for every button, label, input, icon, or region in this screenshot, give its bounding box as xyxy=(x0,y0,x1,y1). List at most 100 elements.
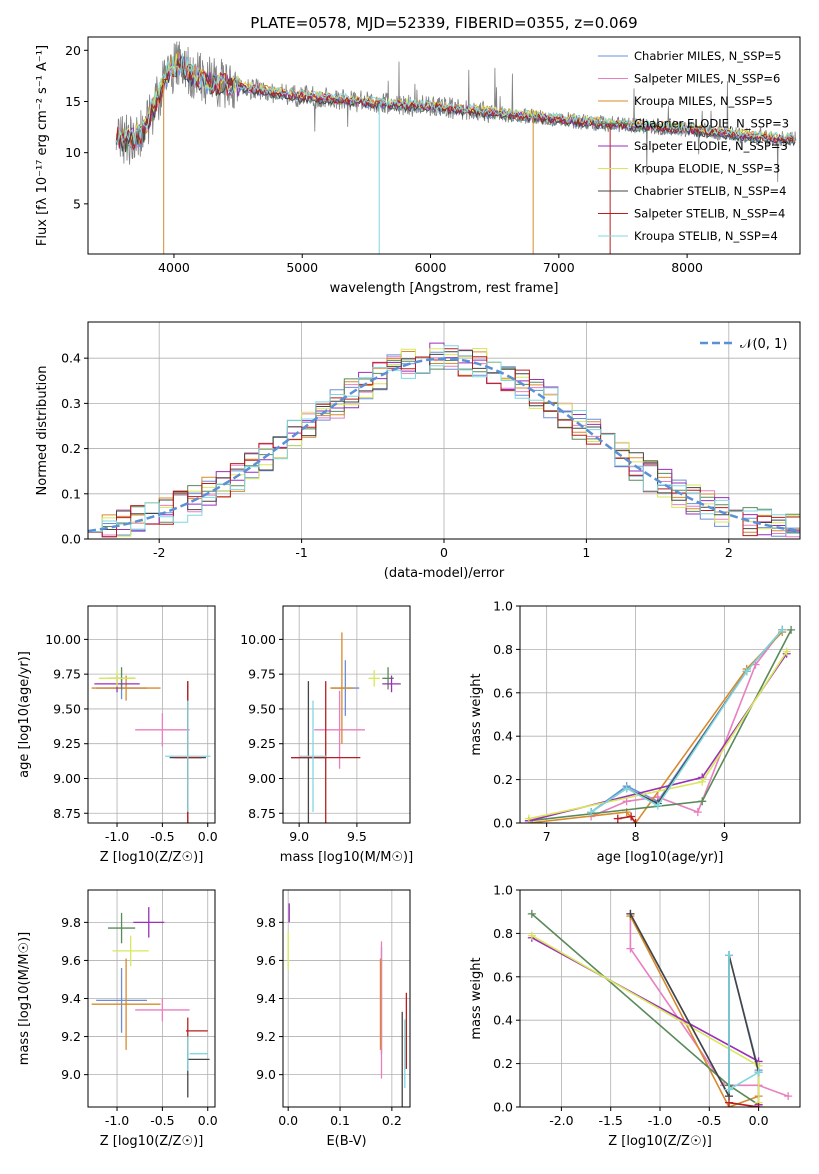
x-axis-label: Z [log10(Z/Z☉)] xyxy=(608,1134,712,1149)
legend-label: Salpeter ELODIE, N_SSP=3 xyxy=(634,139,788,153)
y-tick-label: 9.25 xyxy=(248,736,276,751)
x-tick-label: 9 xyxy=(720,829,728,844)
series-line xyxy=(629,913,760,1097)
y-tick-label: 9.4 xyxy=(256,991,276,1006)
x-axis-label: E(B-V) xyxy=(326,1134,366,1149)
x-tick-label: -1.5 xyxy=(599,1113,623,1128)
y-axis-label: mass weight xyxy=(469,957,484,1039)
legend-label: Salpeter STELIB, N_SSP=4 xyxy=(634,207,785,221)
chart-age-vs-Z: -1.0 -0.5 0.0 8.75 9.00 9.25 9.50 9.75 10.00 Z [l… xyxy=(17,605,218,865)
y-axis-label: Normed distribution xyxy=(35,366,50,496)
y-tick-label: 20 xyxy=(65,43,81,58)
series-marker xyxy=(787,625,796,634)
y-tick-label: 0.2 xyxy=(493,772,513,787)
series-line xyxy=(728,1101,759,1107)
x-tick-label: 7000 xyxy=(543,260,575,275)
chart-age-vs-mass: 9.0 9.5 8.75 9.00 9.25 9.50 9.75 10.00 mass [log… xyxy=(240,605,413,865)
legend-label: Kroupa ELODIE, N_SSP=3 xyxy=(634,162,780,176)
x-tick-label: 5000 xyxy=(286,260,318,275)
series-marker xyxy=(524,814,533,823)
model-spectrum xyxy=(115,53,796,146)
series-marker xyxy=(725,1098,734,1107)
y-tick-label: 9.0 xyxy=(256,1067,276,1082)
y-tick-label: 9.00 xyxy=(248,771,276,786)
x-tick-label: 0.0 xyxy=(278,1113,298,1128)
legend: Chabrier MILES, N_SSP=5 Salpeter MILES, N… xyxy=(598,49,789,243)
series-marker xyxy=(698,777,707,786)
y-tick-label: 9.50 xyxy=(53,701,81,716)
legend-label: 𝒩(0, 1) xyxy=(740,337,787,352)
x-tick-label: 2 xyxy=(725,545,733,560)
x-tick-label: 4000 xyxy=(158,260,190,275)
x-tick-label: -1.0 xyxy=(105,1113,129,1128)
y-tick-label: 1.0 xyxy=(493,883,513,898)
series-marker xyxy=(693,808,702,817)
x-tick-label: -1.0 xyxy=(105,829,129,844)
y-tick-label: 9.6 xyxy=(61,953,81,968)
errorbar-point xyxy=(314,690,365,769)
y-tick-label: 9.2 xyxy=(256,1029,276,1044)
legend: 𝒩(0, 1) xyxy=(700,337,787,352)
plot-area xyxy=(524,625,796,823)
chart-massweight-vs-Z: -2.0 -1.5 -1.0 -0.5 0.0 0.0 0.2 0.4 0.6 0.8 1.0 Z [… xyxy=(469,883,801,1149)
y-tick-label: 0.3 xyxy=(61,396,81,411)
x-tick-label: 8 xyxy=(632,829,640,844)
series-line xyxy=(531,934,760,1103)
plot-area xyxy=(527,909,793,1107)
series-marker xyxy=(613,814,622,823)
x-tick-label: 0.0 xyxy=(198,1113,218,1128)
legend-label: Kroupa STELIB, N_SSP=4 xyxy=(634,229,778,243)
x-axis-label: mass [log10(M/M☉)] xyxy=(280,850,413,865)
legend-label: Salpeter MILES, N_SSP=6 xyxy=(634,72,780,86)
x-tick-label: 9.0 xyxy=(289,829,309,844)
x-tick-label: -2.0 xyxy=(549,1113,573,1128)
y-tick-label: 8.75 xyxy=(248,806,276,821)
errorbar-point xyxy=(299,700,327,812)
y-tick-label: 9.4 xyxy=(61,991,81,1006)
y-tick-label: 9.0 xyxy=(61,1067,81,1082)
chart-spectrum: 4000 5000 6000 7000 8000 5 10 15 20 wavelength [A… xyxy=(35,36,801,296)
y-tick-label: 9.2 xyxy=(61,1029,81,1044)
axes-frame xyxy=(282,605,411,824)
y-tick-label: 0.8 xyxy=(493,642,513,657)
series-line xyxy=(528,629,792,822)
x-axis-label: wavelength [Angstrom, rest frame] xyxy=(330,281,559,296)
y-axis-label: mass weight xyxy=(469,673,484,755)
y-tick-label: 9.75 xyxy=(53,667,81,682)
x-tick-label: -0.5 xyxy=(150,1113,174,1128)
series-marker xyxy=(587,808,596,817)
series-marker xyxy=(627,812,636,821)
series-marker xyxy=(742,667,751,676)
x-tick-label: 0.1 xyxy=(330,1113,350,1128)
y-tick-label: 0.6 xyxy=(493,685,513,700)
plot-area xyxy=(91,667,211,823)
errorbar-point xyxy=(133,907,165,938)
y-tick-label: 10 xyxy=(65,145,81,160)
y-tick-label: 0.8 xyxy=(493,926,513,941)
series-marker xyxy=(725,951,734,960)
y-tick-label: 0.0 xyxy=(493,1100,513,1115)
x-axis-label: age [log10(age/yr)] xyxy=(597,850,724,865)
y-tick-label: 15 xyxy=(65,94,81,109)
series-marker xyxy=(527,931,536,940)
normal-curve xyxy=(88,357,800,533)
y-tick-label: 10.00 xyxy=(45,632,81,647)
chart-residuals: -2 -1 0 1 2 0.0 0.1 0.2 0.3 0.4 (data-model)/error… xyxy=(35,321,801,581)
axes-frame xyxy=(87,605,216,824)
series-line xyxy=(531,936,760,1105)
series-line xyxy=(629,913,760,1097)
chart-mass-vs-EBV: 0.0 0.1 0.2 9.0 9.2 9.4 9.6 9.8 E(B-V) xyxy=(256,889,411,1149)
y-tick-label: 0.1 xyxy=(61,486,81,501)
errorbar-point xyxy=(98,669,136,687)
y-tick-label: 0.4 xyxy=(61,351,81,366)
y-tick-label: 0.0 xyxy=(493,816,513,831)
series-marker xyxy=(622,784,631,793)
y-tick-label: 5 xyxy=(73,196,81,211)
x-axis-label: (data-model)/error xyxy=(384,566,505,581)
x-tick-label: 0.2 xyxy=(382,1113,402,1128)
y-tick-label: 10.00 xyxy=(240,632,276,647)
x-tick-label: 0 xyxy=(440,545,448,560)
series-marker xyxy=(725,1085,734,1094)
x-axis-label: Z [log10(Z/Z☉)] xyxy=(100,850,204,865)
